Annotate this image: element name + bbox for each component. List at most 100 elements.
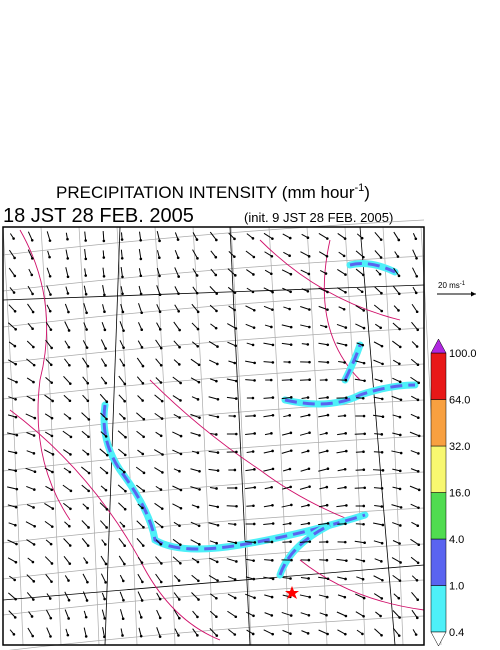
wind-arrowhead <box>416 398 420 402</box>
wind-arrow <box>209 286 218 294</box>
wind-arrow <box>64 609 70 619</box>
wind-arrow <box>136 412 145 420</box>
wind-arrow <box>281 450 292 454</box>
wind-arrowhead <box>233 291 237 294</box>
wind-arrowhead <box>379 326 383 330</box>
colorbar-segment <box>430 538 447 586</box>
wind-arrow <box>65 249 69 259</box>
wind-arrow <box>355 469 364 471</box>
precip-moderate <box>343 344 362 381</box>
wind-arrowhead <box>398 469 402 473</box>
wind-arrow <box>138 285 142 295</box>
wind-arrowhead <box>271 396 275 399</box>
meridian <box>306 226 328 646</box>
wind-arrowhead <box>102 239 106 243</box>
wind-arrowhead <box>123 382 127 386</box>
wind-arrow <box>117 430 126 438</box>
wind-arrow <box>226 396 237 400</box>
wind-arrow <box>228 232 235 240</box>
wind-arrow <box>226 378 237 382</box>
wind-arrowhead <box>32 434 36 437</box>
wind-arrowhead <box>308 308 311 311</box>
wind-arrow <box>62 430 72 438</box>
title: PRECIPITATION INTENSITY (mm hour-1) <box>56 182 370 202</box>
wind-arrow <box>393 267 400 277</box>
wind-arrow <box>8 304 16 312</box>
wind-arrow <box>191 574 199 582</box>
wind-arrowhead <box>288 254 291 258</box>
wind-arrowhead <box>416 363 420 367</box>
contour <box>9 409 221 641</box>
wind-arrowhead <box>344 449 348 453</box>
wind-arrowhead <box>198 488 201 491</box>
wind-arrowhead <box>362 309 366 312</box>
wind-arrowhead <box>380 344 384 348</box>
wind-arrowhead <box>399 451 403 455</box>
wind-arrowhead <box>123 544 126 548</box>
wind-arrowhead <box>414 237 418 241</box>
wind-arrow <box>154 412 163 420</box>
wind-arrow <box>209 628 218 636</box>
wind-arrow <box>44 413 53 419</box>
wind-arrowhead <box>196 634 199 637</box>
wind-arrow <box>26 432 35 436</box>
wind-arrow <box>27 303 34 313</box>
wind-arrowhead <box>289 449 293 452</box>
wind-arrow <box>337 287 346 293</box>
wind-arrow <box>190 413 200 419</box>
wind-arrowhead <box>103 310 106 313</box>
wind-arrowhead <box>398 542 401 545</box>
wind-arrow <box>336 504 347 508</box>
wind-arrow <box>246 269 254 275</box>
wind-arrow <box>154 502 163 510</box>
wind-arrow <box>392 628 400 636</box>
wind-arrow <box>227 286 236 294</box>
wind-arrowhead <box>67 310 70 314</box>
wind-arrowhead <box>288 307 291 311</box>
wind-arrowhead <box>381 362 384 366</box>
wind-arrowhead <box>252 614 255 618</box>
wind-arrow <box>245 360 255 364</box>
wind-arrow <box>299 486 310 490</box>
wind-arrowhead <box>308 485 311 488</box>
wind-arrowhead <box>416 524 420 528</box>
wind-arrowhead <box>417 506 420 510</box>
wind-arrowhead <box>85 311 88 315</box>
wind-arrowhead <box>251 290 255 294</box>
parallel <box>2 435 425 472</box>
wind-arrowhead <box>233 468 237 472</box>
wind-arrow <box>337 232 346 240</box>
wind-arrowhead <box>233 414 236 418</box>
wind-arrow <box>46 285 51 295</box>
wind-arrow <box>44 502 54 510</box>
wind-arrowhead <box>252 308 256 312</box>
wind-arrow <box>373 451 383 453</box>
wind-arrowhead <box>381 469 385 472</box>
wind-arrow <box>392 522 401 526</box>
wind-arrowhead <box>307 577 310 580</box>
wind-arrowhead <box>326 413 330 417</box>
scale-arrowhead <box>471 291 476 297</box>
wind-arrowhead <box>289 396 293 399</box>
wind-arrow <box>208 522 219 526</box>
wind-arrowhead <box>362 504 366 508</box>
wind-arrowhead <box>68 562 72 565</box>
wind-arrow <box>374 232 382 240</box>
precip-moderate <box>278 523 331 576</box>
wind-arrow <box>45 322 52 330</box>
wind-arrowhead <box>416 470 420 473</box>
wind-arrowhead <box>159 346 163 350</box>
wind-arrowhead <box>124 489 127 493</box>
wind-arrow <box>99 466 108 474</box>
wind-arrowhead <box>326 237 329 240</box>
wind-arrow <box>25 521 35 527</box>
wind-arrowhead <box>344 632 347 636</box>
wind-arrow <box>392 340 401 348</box>
wind-arrowhead <box>142 489 146 493</box>
wind-arrow <box>26 358 35 366</box>
wind-arrowhead <box>121 310 125 314</box>
colorbar-label: 16.0 <box>449 488 470 500</box>
wind-arrowhead <box>31 560 35 564</box>
wind-arrowhead <box>32 452 36 455</box>
wind-arrowhead <box>104 581 107 584</box>
